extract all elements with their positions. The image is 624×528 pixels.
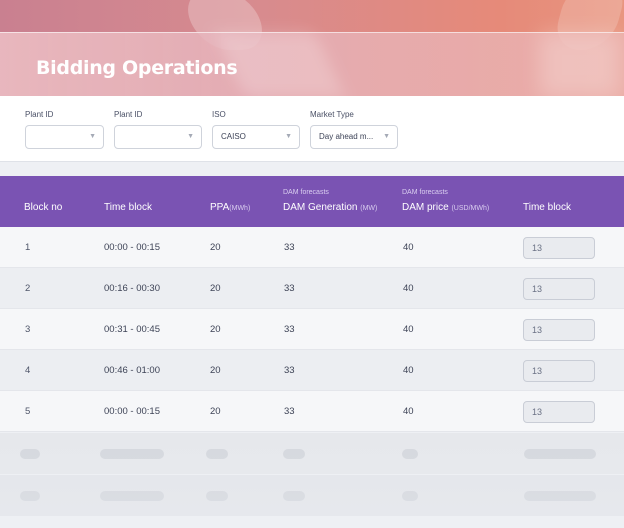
skeleton-placeholder [206,449,228,459]
column-header-label: DAM price [402,202,449,213]
skeleton-placeholder [524,449,596,459]
page-title: Bidding Operations [36,57,238,79]
chevron-down-icon: ▼ [285,133,292,140]
column-header-block-no[interactable]: Block no [24,202,63,213]
chevron-down-icon: ▼ [89,133,96,140]
table-header: Block no Time block PPA(MWh) DAM forecas… [0,176,624,227]
time-block-input[interactable]: 13 [523,319,595,341]
time-block-input[interactable]: 13 [523,360,595,382]
cell-dam-generation: 33 [284,242,295,253]
filter-plant-id-1: Plant ID ▼ [25,110,104,149]
skeleton-placeholder [20,491,40,501]
column-header-dam-price[interactable]: DAM price (USD/MWh) [402,202,489,213]
cell-time-block: 00:31 - 00:45 [104,324,160,335]
column-group-label: DAM forecasts [402,189,448,196]
plant-id-select[interactable]: ▼ [114,125,202,149]
cell-time-block: 00:46 - 01:00 [104,365,160,376]
column-group-label: DAM forecasts [283,189,329,196]
column-unit: (MWh) [229,205,251,212]
table-row: 5 00:00 - 00:15 20 33 40 13 [0,391,624,432]
skeleton-row [0,433,624,474]
cell-time-block: 00:00 - 00:15 [104,242,160,253]
iso-select[interactable]: CAISO ▼ [212,125,300,149]
column-unit: (MW) [360,205,378,212]
skeleton-placeholder [402,449,418,459]
cell-dam-price: 40 [403,406,414,417]
cell-ppa: 20 [210,283,221,294]
cell-block-no: 3 [25,324,31,335]
filter-label: Plant ID [114,110,143,119]
time-block-input[interactable]: 13 [523,401,595,423]
table-row: 2 00:16 - 00:30 20 33 40 13 [0,268,624,309]
chevron-down-icon: ▼ [383,133,390,140]
skeleton-placeholder [283,491,305,501]
cell-block-no: 1 [25,242,31,253]
skeleton-placeholder [100,491,164,501]
cell-dam-price: 40 [403,324,414,335]
table-row: 1 00:00 - 00:15 20 33 40 13 [0,227,624,268]
column-header-time-block-input[interactable]: Time block [523,202,571,213]
time-block-input[interactable]: 13 [523,278,595,300]
filter-label: Plant ID [25,110,54,119]
select-value: Day ahead m... [319,132,374,141]
column-header-label: DAM Generation [283,202,358,213]
chevron-down-icon: ▼ [187,133,194,140]
filter-bar: Plant ID ▼ Plant ID ▼ ISO CAISO ▼ Market… [0,96,624,162]
banner-title-area: Bidding Operations [0,32,624,96]
cell-ppa: 20 [210,406,221,417]
plant-id-select[interactable]: ▼ [25,125,104,149]
cell-block-no: 2 [25,283,31,294]
skeleton-placeholder [402,491,418,501]
cell-ppa: 20 [210,324,221,335]
market-type-select[interactable]: Day ahead m... ▼ [310,125,398,149]
cell-time-block: 00:16 - 00:30 [104,283,160,294]
column-header-label: PPA [210,202,230,213]
table-row: 4 00:46 - 01:00 20 33 40 13 [0,350,624,391]
cell-block-no: 5 [25,406,31,417]
skeleton-placeholder [20,449,40,459]
header-banner: Bidding Operations [0,0,624,96]
cell-dam-generation: 33 [284,406,295,417]
skeleton-placeholder [283,449,305,459]
filter-market-type: Market Type Day ahead m... ▼ [310,110,398,149]
filter-plant-id-2: Plant ID ▼ [114,110,202,149]
cell-dam-price: 40 [403,242,414,253]
filter-iso: ISO CAISO ▼ [212,110,300,149]
column-unit: (USD/MWh) [451,205,490,212]
time-block-input[interactable]: 13 [523,237,595,259]
filter-label: ISO [212,110,226,119]
column-header-ppa[interactable]: PPA(MWh) [210,202,250,213]
table-row: 3 00:31 - 00:45 20 33 40 13 [0,309,624,350]
select-value: CAISO [221,132,246,141]
cell-dam-generation: 33 [284,324,295,335]
skeleton-placeholder [206,491,228,501]
cell-time-block: 00:00 - 00:15 [104,406,160,417]
cell-ppa: 20 [210,242,221,253]
skeleton-row [0,475,624,516]
cell-dam-price: 40 [403,365,414,376]
skeleton-placeholder [524,491,596,501]
cell-dam-generation: 33 [284,365,295,376]
skeleton-placeholder [100,449,164,459]
column-header-dam-generation[interactable]: DAM Generation (MW) [283,202,377,213]
banner-top-strip [0,0,624,50]
cell-dam-price: 40 [403,283,414,294]
column-header-time-block[interactable]: Time block [104,202,152,213]
cell-block-no: 4 [25,365,31,376]
cell-ppa: 20 [210,365,221,376]
filter-label: Market Type [310,110,354,119]
banner-decoration [540,33,620,96]
cell-dam-generation: 33 [284,283,295,294]
